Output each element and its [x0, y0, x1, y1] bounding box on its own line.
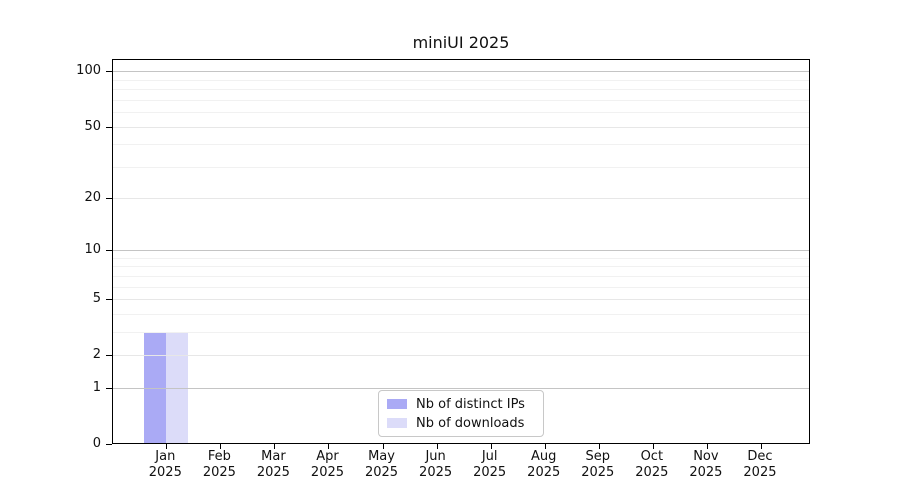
- x-tick-label-line: Aug: [531, 449, 557, 464]
- y-tick-label-50: 50: [84, 118, 101, 134]
- x-tick-label-Mar: Mar 2025: [243, 449, 303, 481]
- x-tick-label-Jun: Jun 2025: [406, 449, 466, 481]
- x-tick-label-line: Oct: [640, 449, 664, 464]
- x-tick-label-May: May 2025: [352, 449, 412, 481]
- gridline-70: [113, 99, 809, 101]
- x-tick-label-line: 2025: [202, 465, 236, 480]
- legend-item-downloads: Nb of downloads: [387, 416, 535, 431]
- x-tick-Oct: [652, 444, 654, 449]
- gridline-5: [113, 299, 809, 301]
- x-tick-Nov: [706, 444, 708, 449]
- y-tick-20: [106, 198, 112, 200]
- x-tick-label-Sep: Sep 2025: [568, 449, 628, 481]
- x-tick-label-Jan: Jan 2025: [135, 449, 195, 481]
- x-tick-label-line: 2025: [743, 465, 777, 480]
- legend-label-downloads: Nb of downloads: [416, 415, 525, 431]
- gridline-3: [113, 331, 809, 333]
- x-tick-label-line: 2025: [473, 465, 507, 480]
- y-tick-label-10: 10: [84, 242, 101, 258]
- gridline-20: [113, 198, 809, 200]
- x-tick-label-line: 2025: [527, 465, 561, 480]
- x-tick-label-line: Jul: [481, 449, 498, 464]
- gridline-7: [113, 275, 809, 277]
- x-tick-label-Apr: Apr 2025: [297, 449, 357, 481]
- legend-swatch-downloads: [387, 418, 407, 428]
- x-tick-label-line: Sep: [585, 449, 611, 464]
- y-tick-10: [106, 250, 112, 252]
- gridline-4: [113, 313, 809, 315]
- x-tick-label-line: 2025: [310, 465, 345, 480]
- gridline-50: [113, 126, 809, 128]
- gridline-8: [113, 266, 809, 268]
- y-tick-label-1: 1: [92, 379, 101, 395]
- gridline-2: [113, 354, 809, 356]
- x-tick-label-Aug: Aug 2025: [514, 449, 574, 481]
- y-tick-1: [106, 387, 112, 389]
- x-tick-Sep: [598, 444, 600, 449]
- gridline-100: [113, 71, 809, 73]
- legend-label-distinct-ips: Nb of distinct IPs: [416, 396, 525, 412]
- x-tick-May: [382, 444, 384, 449]
- y-tick-label-0: 0: [92, 435, 101, 451]
- x-tick-label-line: Jan: [155, 449, 176, 464]
- gridline-6: [113, 286, 809, 288]
- y-tick-50: [106, 126, 112, 128]
- x-tick-label-line: 2025: [256, 465, 290, 480]
- gridline-80: [113, 89, 809, 91]
- x-tick-label-line: May: [368, 449, 395, 464]
- gridline-30: [113, 166, 809, 168]
- x-tick-label-line: Jun: [425, 449, 446, 464]
- gridline-90: [113, 79, 809, 81]
- x-tick-Jun: [436, 444, 438, 449]
- x-tick-label-line: Feb: [207, 449, 231, 464]
- x-tick-label-line: 2025: [419, 465, 453, 480]
- x-tick-Jul: [490, 444, 492, 449]
- x-tick-label-Oct: Oct 2025: [622, 449, 682, 481]
- y-tick-label-2: 2: [92, 346, 101, 362]
- y-tick-0: [106, 443, 112, 445]
- y-tick-label-5: 5: [92, 291, 101, 307]
- legend-item-distinct-ips: Nb of distinct IPs: [387, 397, 535, 412]
- x-tick-label-line: 2025: [635, 465, 669, 480]
- x-tick-label-line: Dec: [747, 449, 773, 464]
- y-tick-5: [106, 299, 112, 301]
- legend-swatch-distinct-ips: [387, 399, 407, 409]
- x-tick-label-line: 2025: [581, 465, 615, 480]
- x-tick-Aug: [544, 444, 546, 449]
- plot-area: 100 50 20 10 5 2 1 0: [76, 59, 810, 451]
- x-tick-Apr: [328, 444, 330, 449]
- x-tick-label-line: Nov: [693, 449, 719, 464]
- legend: Nb of distinct IPs Nb of downloads: [378, 390, 544, 437]
- y-tick-label-100: 100: [76, 63, 101, 79]
- x-tick-label-line: 2025: [148, 465, 182, 480]
- bar-distinct-ips-Jan: [144, 331, 167, 444]
- gridline-60: [113, 112, 809, 114]
- gridline-10: [113, 250, 809, 252]
- y-tick-100: [106, 71, 112, 73]
- x-tick-Jan: [166, 444, 168, 449]
- gridline-40: [113, 144, 809, 146]
- x-tick-Mar: [274, 444, 276, 449]
- y-tick-label-20: 20: [84, 190, 101, 206]
- chart-title: miniUI 2025: [412, 33, 510, 52]
- gridline-1: [113, 387, 809, 389]
- x-tick-label-line: Apr: [316, 449, 339, 464]
- x-tick-label-line: 2025: [689, 465, 723, 480]
- x-tick-Dec: [760, 444, 762, 449]
- bar-downloads-Jan: [166, 331, 189, 444]
- x-tick-label-Jul: Jul 2025: [460, 449, 520, 481]
- x-tick-label-Nov: Nov 2025: [676, 449, 736, 481]
- x-tick-label-line: 2025: [364, 465, 399, 480]
- x-tick-Feb: [220, 444, 222, 449]
- x-tick-label-Dec: Dec 2025: [730, 449, 790, 481]
- x-tick-label-line: Mar: [261, 449, 286, 464]
- y-tick-2: [106, 354, 112, 356]
- x-tick-label-Feb: Feb 2025: [189, 449, 249, 481]
- gridline-9: [113, 257, 809, 259]
